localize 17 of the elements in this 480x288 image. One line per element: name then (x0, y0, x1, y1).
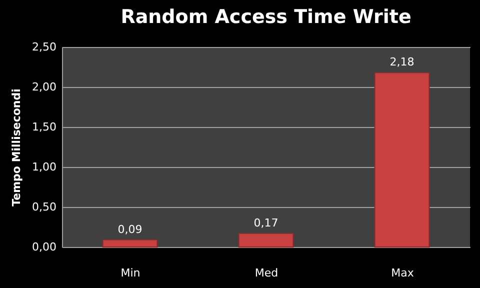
x-tick-label: Med (254, 266, 278, 280)
y-tick-label: 0,00 (32, 240, 56, 254)
y-tick-label: 0,50 (32, 200, 56, 214)
x-tick-label: Min (120, 266, 140, 280)
bar (238, 232, 294, 248)
y-tick-label: 1,50 (32, 120, 56, 134)
bar (374, 72, 430, 248)
data-label: 0,17 (254, 216, 278, 230)
data-label: 0,09 (118, 222, 142, 236)
data-label: 2,18 (390, 56, 414, 69)
y-tick-label: 1,00 (32, 160, 56, 174)
y-tick-label: 2,50 (32, 40, 56, 54)
y-tick-label: 2,00 (32, 80, 56, 94)
y-axis-title: Tempo Millisecondi (10, 88, 24, 206)
bar (102, 239, 158, 248)
chart-title: Random Access Time Write (120, 6, 412, 28)
x-tick-label: Max (391, 266, 414, 280)
